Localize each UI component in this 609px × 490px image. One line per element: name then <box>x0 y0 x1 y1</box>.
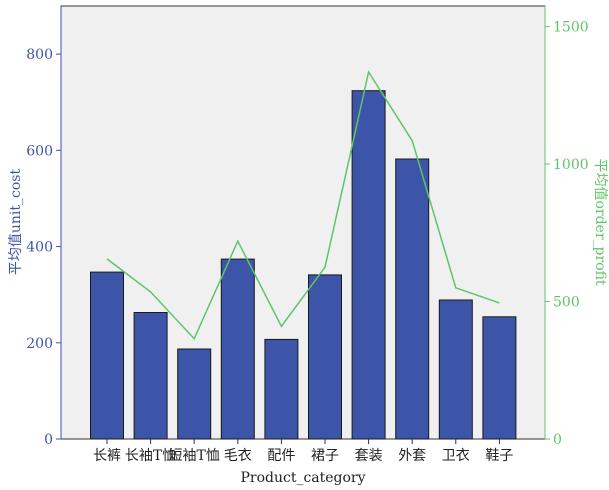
right-tick-label: 0 <box>553 432 562 448</box>
category-label: 毛衣 <box>224 448 252 464</box>
x-axis-title: Product_category <box>240 470 365 486</box>
category-label: 裙子 <box>311 448 339 464</box>
right-tick-label: 1500 <box>553 20 589 36</box>
right-tick-label: 1000 <box>553 157 589 173</box>
left-tick-label: 800 <box>26 47 53 63</box>
order-profit-line <box>106 70 500 341</box>
left-tick-label: 400 <box>26 240 53 256</box>
bar-7 <box>351 90 386 440</box>
category-label: 短袖T恤 <box>169 448 220 464</box>
bar-3 <box>177 348 212 440</box>
left-tick-label: 600 <box>26 143 53 159</box>
category-label: 套装 <box>355 448 383 464</box>
bar-2 <box>133 312 168 440</box>
category-label: 卫衣 <box>442 448 470 464</box>
bar-6 <box>308 274 342 440</box>
category-label: 鞋子 <box>485 448 513 464</box>
axes-layer: 0 200 400 600 800 0 500 1000 1500 长裤 长袖T恤短袖T恤 毛衣 配件裙… <box>26 6 589 464</box>
bar-5 <box>264 338 299 440</box>
bar-1 <box>90 271 124 440</box>
bar-8 <box>395 158 430 440</box>
bar-10 <box>482 316 517 440</box>
category-label: 配件 <box>267 448 295 464</box>
line-layer <box>106 70 500 341</box>
bars-layer <box>90 90 517 440</box>
left-tick-label: 200 <box>26 336 53 352</box>
right-tick-label: 500 <box>553 295 580 311</box>
bar-4 <box>220 258 255 440</box>
bar-9 <box>438 299 473 440</box>
category-label: 长裤 <box>93 448 121 464</box>
category-label: 外套 <box>398 448 426 464</box>
category-label: 长袖T恤 <box>125 448 176 464</box>
left-axis-title: 平均值unit_cost <box>8 169 24 276</box>
right-axis-title: 平均值order_profit <box>592 158 608 285</box>
left-tick-label: 0 <box>44 432 53 448</box>
